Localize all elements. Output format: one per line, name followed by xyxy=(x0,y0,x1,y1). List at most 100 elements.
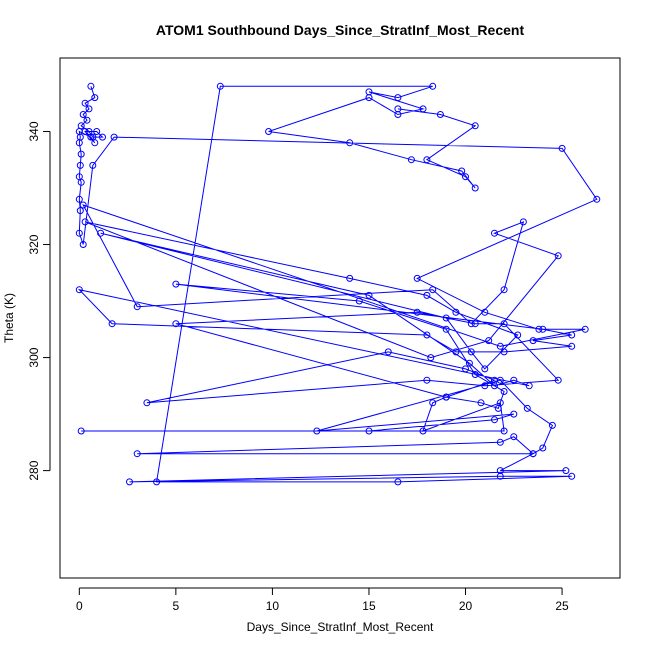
data-point xyxy=(539,444,547,452)
data-point xyxy=(91,139,99,147)
data-point xyxy=(481,365,489,373)
data-point xyxy=(97,229,105,237)
data-point xyxy=(384,348,392,356)
data-point xyxy=(462,365,469,373)
data-point xyxy=(558,144,566,152)
data-point xyxy=(529,450,537,458)
data-point xyxy=(510,410,518,418)
data-point xyxy=(99,133,106,141)
data-point xyxy=(75,139,83,147)
data-point xyxy=(346,274,354,282)
data-point xyxy=(87,133,95,141)
data-point xyxy=(346,139,354,147)
data-point xyxy=(429,286,437,294)
x-tick-label: 5 xyxy=(173,599,180,613)
data-point xyxy=(143,399,151,407)
data-point xyxy=(79,241,87,248)
data-point xyxy=(523,404,531,412)
data-point xyxy=(89,161,97,169)
x-tick-label: 10 xyxy=(266,599,280,613)
data-point xyxy=(423,291,431,299)
data-point xyxy=(133,303,141,311)
data-point xyxy=(481,308,489,316)
data-point xyxy=(525,382,533,390)
data-point xyxy=(500,286,508,294)
series-line xyxy=(77,85,598,483)
x-tick-label: 15 xyxy=(362,599,376,613)
data-point xyxy=(87,82,95,90)
data-point xyxy=(83,116,91,124)
data-point xyxy=(496,342,504,350)
data-point xyxy=(500,320,508,328)
data-point xyxy=(365,94,373,102)
y-axis: 280 300 320 340 xyxy=(27,121,51,481)
data-point xyxy=(442,325,450,333)
data-point xyxy=(452,348,460,356)
x-tick-label: 0 xyxy=(76,599,83,613)
data-point xyxy=(535,325,543,333)
data-point xyxy=(481,382,489,390)
data-point xyxy=(108,320,116,328)
data-point xyxy=(496,438,504,446)
data-point xyxy=(458,167,466,175)
data-point xyxy=(76,207,84,215)
data-point xyxy=(554,376,562,384)
data-point xyxy=(79,111,87,118)
data-point xyxy=(510,433,518,441)
data-point xyxy=(491,416,498,424)
data-point xyxy=(429,399,437,407)
data-point xyxy=(539,325,547,333)
data-point xyxy=(562,467,570,475)
data-point xyxy=(548,421,556,429)
data-point xyxy=(81,218,89,226)
data-point xyxy=(485,337,493,345)
y-tick-label: 280 xyxy=(27,460,41,480)
data-point xyxy=(496,472,504,480)
data-point xyxy=(491,229,498,237)
data-point xyxy=(394,94,402,102)
data-point xyxy=(81,99,89,107)
data-point xyxy=(93,128,101,135)
data-point xyxy=(500,388,508,395)
data-point xyxy=(500,427,508,435)
data-point xyxy=(467,348,475,356)
data-point xyxy=(172,320,180,328)
data-point xyxy=(77,150,85,158)
y-tick-label: 340 xyxy=(27,121,41,141)
data-point xyxy=(452,308,460,316)
data-point xyxy=(77,178,85,186)
x-axis-label: Days_Since_StratInf_Most_Recent xyxy=(247,620,434,634)
data-point xyxy=(265,128,273,135)
data-point xyxy=(471,371,479,378)
data-point xyxy=(355,297,363,305)
data-point xyxy=(471,184,479,192)
data-point xyxy=(423,376,431,384)
data-point xyxy=(510,376,518,384)
y-tick-label: 300 xyxy=(27,347,41,367)
data-point xyxy=(407,156,415,164)
x-tick-label: 25 xyxy=(555,599,569,613)
data-point xyxy=(216,82,224,90)
data-point xyxy=(519,218,527,226)
data-point xyxy=(471,320,479,328)
chart-title: ATOM1 Southbound Days_Since_StratInf_Mos… xyxy=(156,22,525,38)
x-tick-label: 20 xyxy=(459,599,473,613)
data-point xyxy=(496,376,504,384)
data-point xyxy=(79,201,87,209)
data-point xyxy=(442,314,450,322)
data-point xyxy=(568,342,576,350)
data-point xyxy=(427,354,435,362)
data-point xyxy=(394,105,402,113)
data-point xyxy=(91,94,99,102)
data-point xyxy=(477,399,485,407)
data-point xyxy=(568,331,576,339)
data-point xyxy=(500,348,508,356)
y-axis-label: Theta (K) xyxy=(2,293,16,343)
data-point xyxy=(77,427,85,435)
data-point xyxy=(423,156,431,164)
data-point xyxy=(465,359,473,367)
data-series xyxy=(75,82,601,486)
data-point xyxy=(442,393,450,401)
data-point xyxy=(593,195,601,203)
data-point xyxy=(419,427,427,435)
